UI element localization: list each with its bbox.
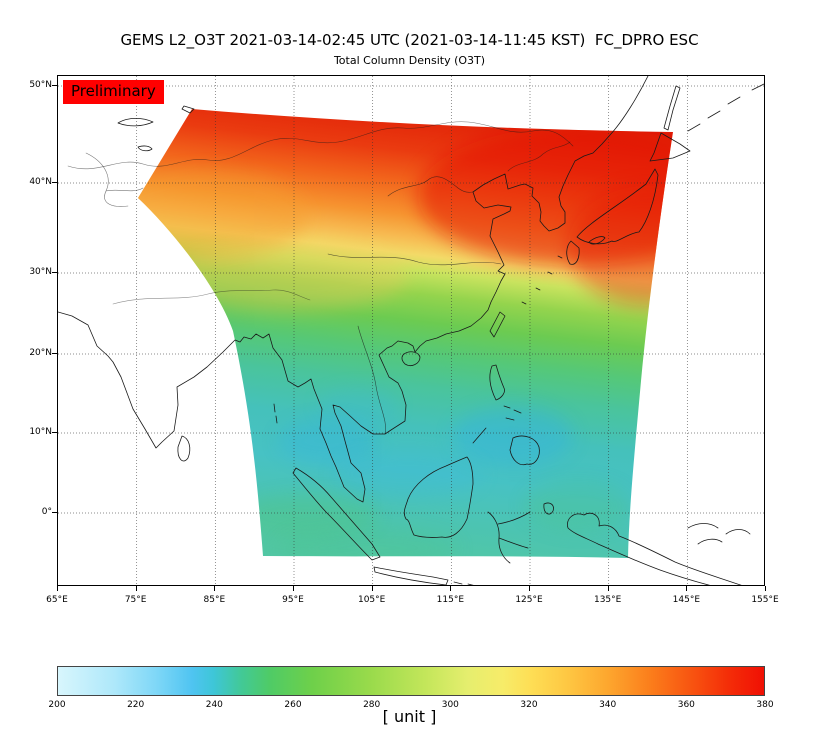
- x-tick-mark: [686, 586, 688, 591]
- x-tick-label: 105°E: [357, 595, 386, 605]
- x-tick-label: 85°E: [203, 595, 226, 605]
- islands-kuril: [687, 83, 765, 132]
- island-new-guinea: [567, 512, 742, 585]
- colorbar-tick-label: 200: [48, 700, 66, 710]
- x-tick-label: 145°E: [672, 595, 701, 605]
- colorbar-tick-label: 260: [284, 700, 302, 710]
- x-tick-label: 115°E: [436, 595, 465, 605]
- x-tick-mark: [214, 586, 216, 591]
- x-tick-mark: [765, 586, 766, 591]
- island-sakhalin: [663, 85, 681, 131]
- figure-subtitle: Total Column Density (O3T): [333, 54, 486, 67]
- island-java: [373, 566, 449, 585]
- islands-new-britain: [687, 523, 751, 545]
- colorbar: [57, 666, 765, 696]
- map-plot-area: Preliminary: [57, 75, 766, 586]
- colorbar-tick-label: 280: [363, 700, 381, 710]
- y-tick-mark: [52, 272, 57, 273]
- y-tick-mark: [52, 512, 57, 513]
- border-himalaya: [112, 289, 311, 305]
- island-kyushu: [566, 240, 580, 265]
- low-ozone-blob: [278, 419, 378, 463]
- low-ozone-blob: [453, 406, 573, 466]
- x-tick-mark: [135, 586, 137, 591]
- lake-small: [181, 105, 195, 114]
- colorbar-tick-label: 300: [441, 700, 459, 710]
- y-tick-label: 30°N: [29, 267, 52, 277]
- island-borneo: [403, 456, 474, 538]
- lake-balkhash: [117, 117, 154, 127]
- preliminary-badge: Preliminary: [63, 80, 164, 104]
- y-tick-mark: [52, 353, 57, 354]
- island-palawan: [472, 427, 487, 444]
- colorbar-tick-label: 360: [677, 700, 695, 710]
- island-shikoku: [588, 236, 606, 245]
- x-tick-label: 65°E: [46, 595, 68, 605]
- colorbar-tick-label: 240: [205, 700, 223, 710]
- x-tick-mark: [529, 586, 530, 591]
- x-tick-label: 135°E: [593, 595, 622, 605]
- x-tick-label: 125°E: [515, 595, 543, 605]
- y-tick-label: 0°: [41, 507, 52, 517]
- y-tick-mark: [52, 432, 57, 433]
- river-yangtze: [327, 253, 502, 266]
- x-tick-mark: [57, 586, 58, 591]
- colorbar-tick-label: 340: [599, 700, 617, 710]
- islands-andaman: [273, 403, 278, 424]
- border-central-asia: [85, 152, 144, 207]
- y-tick-mark: [52, 182, 57, 183]
- x-tick-label: 155°E: [751, 595, 779, 605]
- river-mekong: [357, 325, 386, 435]
- island-sri-lanka: [177, 435, 191, 462]
- colorbar-unit-label: [ unit ]: [382, 707, 437, 726]
- lat-tick-labels: 50°N 40°N 30°N 20°N 10°N 0°: [0, 75, 52, 586]
- map-svg: [58, 76, 766, 585]
- islands-lesser-sunda: [453, 581, 474, 585]
- swath-texture: [138, 126, 673, 558]
- low-ozone-blob: [318, 388, 398, 424]
- island-sulawesi: [487, 511, 531, 564]
- x-tick-mark: [450, 586, 452, 591]
- x-tick-label: 75°E: [124, 595, 147, 605]
- island-luzon: [489, 364, 505, 401]
- island-halmahera: [543, 502, 554, 515]
- colorbar-tick-label: 220: [127, 700, 145, 710]
- low-ozone-blob: [333, 450, 483, 498]
- lon-tick-labels: 65°E 75°E 85°E 95°E 105°E 115°E 125°E 135°E 145°…: [0, 595, 819, 607]
- islands-ryukyu: [521, 255, 563, 305]
- x-tick-mark: [293, 586, 294, 591]
- island-hokkaido: [649, 132, 691, 162]
- islands-visayas: [503, 405, 522, 421]
- island-mindanao: [509, 435, 540, 466]
- green-mottle: [238, 494, 378, 538]
- island-honshu: [576, 168, 659, 245]
- coast-asia-mainland: [58, 76, 649, 503]
- y-tick-mark: [52, 85, 57, 86]
- colorbar-tick-labels: 200 220 240 260 280 300 320 340 360 380: [0, 700, 819, 712]
- island-taiwan: [489, 311, 506, 338]
- colorbar-tick-label: 320: [520, 700, 538, 710]
- ozone-swath: [138, 109, 673, 558]
- lake-issyk-kul: [137, 145, 153, 152]
- x-tick-label: 95°E: [282, 595, 304, 605]
- island-sumatra: [292, 467, 381, 561]
- figure-title: GEMS L2_O3T 2021-03-14-02:45 UTC (2021-0…: [120, 31, 699, 49]
- river-amur-region: [507, 141, 571, 172]
- border-mongolia: [67, 121, 574, 170]
- green-mottle: [523, 480, 633, 532]
- x-tick-mark: [607, 586, 609, 591]
- river-yellow: [387, 176, 474, 197]
- green-mottle: [278, 528, 458, 558]
- y-tick-label: 20°N: [29, 348, 52, 358]
- y-tick-label: 40°N: [29, 177, 52, 187]
- island-hainan: [401, 351, 421, 366]
- high-ozone-blob: [568, 186, 673, 306]
- x-tick-mark: [371, 586, 373, 591]
- yellow-patch: [168, 241, 408, 311]
- y-tick-label: 50°N: [29, 80, 52, 90]
- y-tick-label: 10°N: [29, 427, 52, 437]
- colorbar-tick-label: 380: [756, 700, 774, 710]
- coastlines: [58, 76, 765, 585]
